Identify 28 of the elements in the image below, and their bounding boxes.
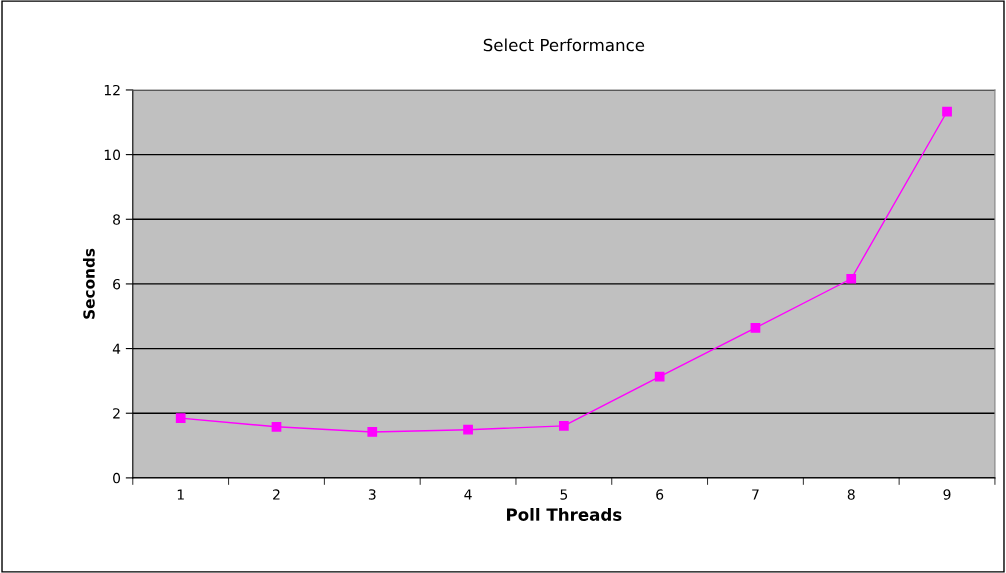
point [367,427,378,437]
x-tick-label: 6 [656,489,664,500]
point [463,424,473,435]
y-axis-title: Seconds [82,248,95,319]
x-tick-label: 8 [847,489,855,500]
point [750,323,761,333]
y-tick-label: 8 [113,214,121,225]
x-tick-label: 9 [943,489,951,500]
x-tick-label: 1 [177,489,184,500]
x-tick-label: 2 [273,489,280,500]
point [559,420,569,431]
point [271,421,282,432]
y-tick-label: 2 [113,408,120,419]
y-tick-label: 10 [104,149,121,161]
point [175,413,186,423]
y-tick-label: 0 [113,472,121,484]
y-tick-label: 12 [104,84,120,96]
point [942,106,952,117]
point [654,371,665,382]
x-tick-label: 3 [368,489,376,500]
y-tick-label: 4 [112,343,121,354]
x-axis-title: Poll Threads [507,507,622,521]
x-tick-label: 4 [464,489,472,500]
x-tick-label: 7 [752,489,759,500]
chart-title: Select Performance [483,38,645,52]
y-tick-label: 6 [113,278,121,290]
x-tick-label: 5 [560,489,568,500]
point [846,273,857,284]
